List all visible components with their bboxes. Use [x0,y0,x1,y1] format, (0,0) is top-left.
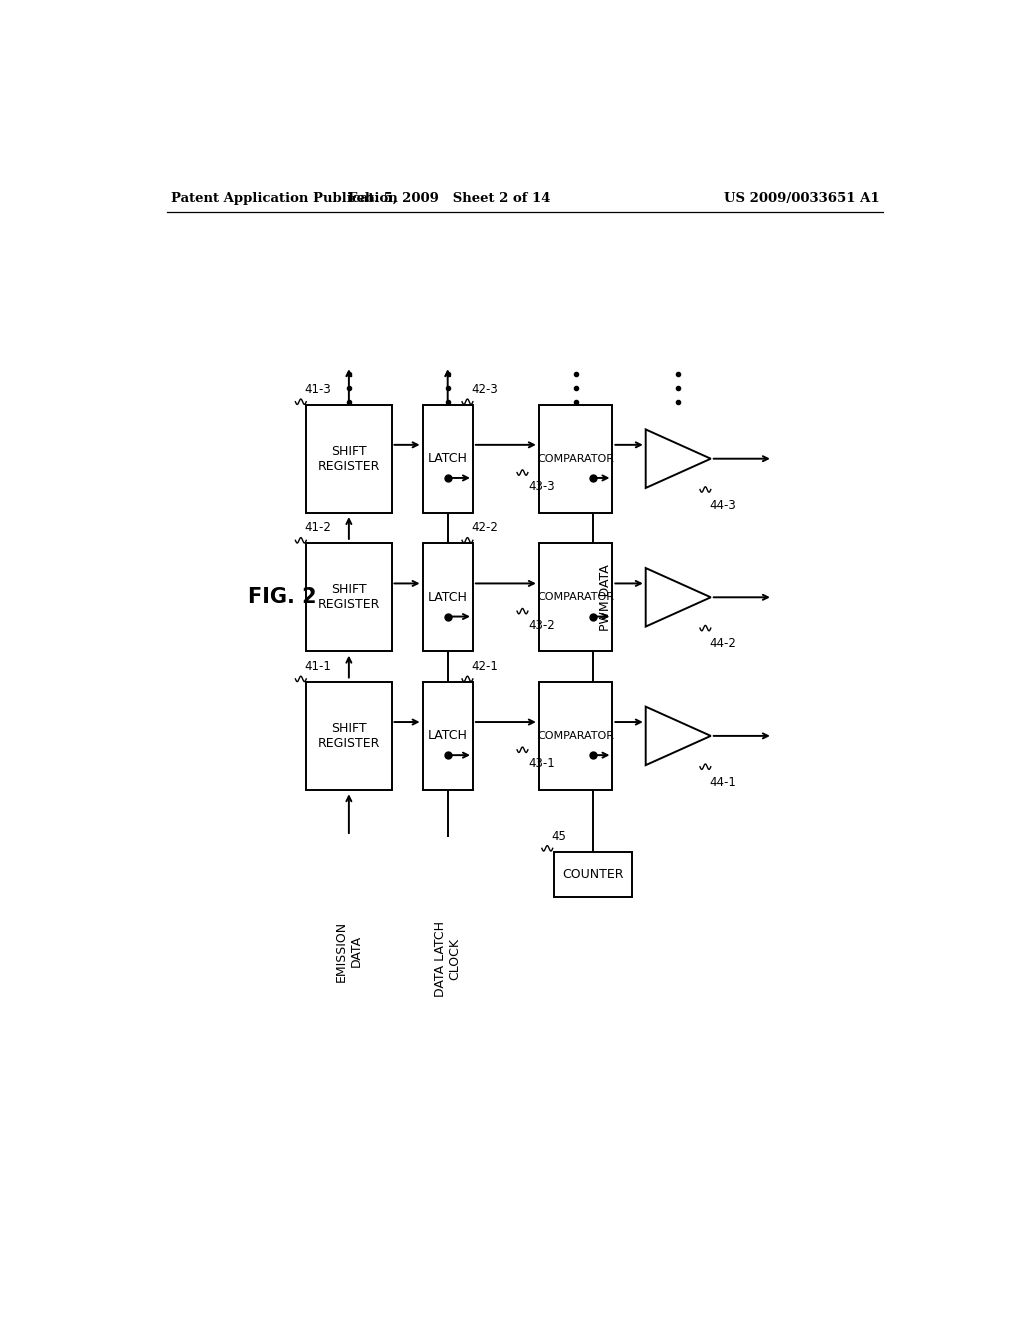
Text: 41-3: 41-3 [305,383,332,396]
Text: SHIFT
REGISTER: SHIFT REGISTER [317,583,380,611]
Bar [539,682,612,789]
Text: 44-1: 44-1 [710,776,736,789]
Text: COMPARATOR: COMPARATOR [537,731,614,741]
Text: Patent Application Publication: Patent Application Publication [171,191,397,205]
Text: 43-3: 43-3 [528,480,555,494]
Text: SHIFT
REGISTER: SHIFT REGISTER [317,445,380,473]
Text: 42-1: 42-1 [471,660,499,673]
Text: EMISSION
DATA: EMISSION DATA [335,921,362,982]
Text: 45: 45 [551,830,566,843]
Bar [423,682,473,789]
Bar [539,405,612,512]
Bar [423,405,473,512]
Text: Feb. 5, 2009   Sheet 2 of 14: Feb. 5, 2009 Sheet 2 of 14 [348,191,551,205]
Text: DATA LATCH
CLOCK: DATA LATCH CLOCK [434,921,462,997]
Text: 44-2: 44-2 [710,638,736,651]
Text: 41-1: 41-1 [305,660,332,673]
Text: COMPARATOR: COMPARATOR [537,593,614,602]
Text: 43-1: 43-1 [528,758,555,771]
Text: 41-2: 41-2 [305,521,332,535]
Bar [539,544,612,651]
Text: LATCH: LATCH [428,453,468,465]
Bar [306,682,391,789]
Bar [554,853,632,896]
Text: SHIFT
REGISTER: SHIFT REGISTER [317,722,380,750]
Text: COUNTER: COUNTER [562,869,624,880]
Text: 42-3: 42-3 [471,383,498,396]
Bar [306,405,391,512]
Text: 42-2: 42-2 [471,521,499,535]
Text: PWM DATA: PWM DATA [599,564,612,631]
Text: 43-2: 43-2 [528,619,555,632]
Bar [306,544,391,651]
Text: LATCH: LATCH [428,591,468,603]
Text: COMPARATOR: COMPARATOR [537,454,614,463]
Text: FIG. 2: FIG. 2 [248,587,316,607]
Bar [423,544,473,651]
Text: LATCH: LATCH [428,730,468,742]
Text: 44-3: 44-3 [710,499,736,512]
Text: US 2009/0033651 A1: US 2009/0033651 A1 [724,191,880,205]
